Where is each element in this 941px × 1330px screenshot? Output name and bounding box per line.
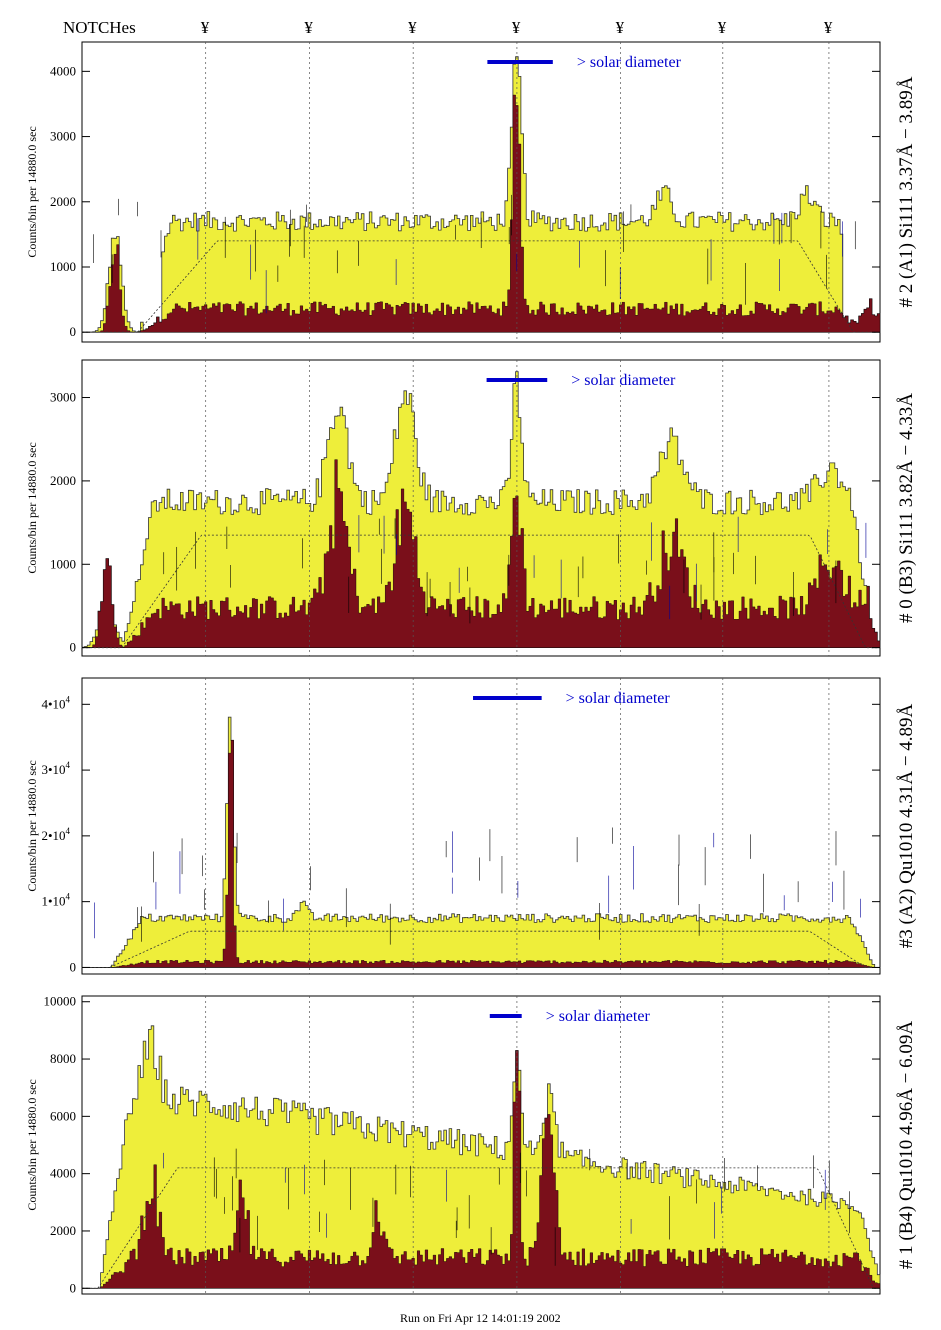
total-counts-area bbox=[81, 1025, 881, 1289]
notches-title: NOTCHes bbox=[63, 18, 136, 37]
y-tick-label: 4000 bbox=[50, 63, 76, 78]
y-tick-label: 3000 bbox=[50, 129, 76, 144]
source-counts-area bbox=[81, 459, 881, 648]
solar-diameter-label: > solar diameter bbox=[546, 1008, 651, 1025]
panel-0: 0 1000 2000 3000 4000 Counts/bin per 14880.0 … bbox=[25, 41, 917, 343]
notch-mark: ¥ bbox=[512, 18, 521, 37]
notch-markers: ¥ ¥ ¥ ¥ ¥ ¥ ¥ bbox=[201, 18, 833, 37]
y-tick-label: 6000 bbox=[50, 1108, 76, 1123]
effective-area-curve bbox=[82, 1167, 878, 1289]
panel-label: # 0 (B3) Si111 3.82Å − 4.33Å bbox=[896, 393, 917, 623]
notch-mark: ¥ bbox=[824, 18, 833, 37]
y-tick-label: 3000 bbox=[50, 390, 76, 405]
y-axis-label: Counts/bin per 14880.0 sec bbox=[25, 126, 39, 257]
notch-mark: ¥ bbox=[408, 18, 417, 37]
panels: 0 1000 2000 3000 4000 Counts/bin per 14880.0 … bbox=[25, 41, 917, 1296]
y-axis-label: Counts/bin per 14880.0 sec bbox=[25, 760, 39, 891]
y-tick-label: 0 bbox=[70, 1280, 77, 1295]
notch-mark: ¥ bbox=[718, 18, 727, 37]
effective-area-curve bbox=[82, 930, 878, 968]
y-tick-label: 4000 bbox=[50, 1166, 76, 1181]
y-tick-label: 0 bbox=[70, 324, 77, 339]
total-counts-area bbox=[81, 56, 881, 333]
panel-label: #3 (A2) Qu1010 4.31Å − 4.89Å bbox=[896, 703, 917, 948]
solar-diameter-label: > solar diameter bbox=[571, 372, 676, 389]
y-axis-label: Counts/bin per 14880.0 sec bbox=[25, 1079, 39, 1210]
notch-mark: ¥ bbox=[201, 18, 210, 37]
total-counts-area bbox=[81, 716, 881, 968]
notch-mark: ¥ bbox=[304, 18, 313, 37]
y-tick-label: 0 bbox=[70, 640, 77, 655]
effective-area-curve bbox=[82, 534, 878, 649]
solar-diameter-label: > solar diameter bbox=[577, 54, 682, 71]
panel-1: 0 1000 2000 3000 Counts/bin per 14880.0 sec #… bbox=[25, 359, 917, 657]
y-tick-label: 1•104 bbox=[41, 892, 70, 909]
y-tick-label: 1000 bbox=[50, 556, 76, 571]
y-tick-label: 4•104 bbox=[41, 694, 70, 711]
y-tick-label: 2000 bbox=[50, 194, 76, 209]
y-tick-label: 8000 bbox=[50, 1051, 76, 1066]
solar-diameter-label: > solar diameter bbox=[566, 690, 671, 707]
panel-label: # 1 (B4) Qu1010 4.96Å − 6.09Å bbox=[896, 1021, 917, 1269]
y-tick-label: 1000 bbox=[50, 259, 76, 274]
notch-mark: ¥ bbox=[616, 18, 625, 37]
panel-2: 0 1•104 2•104 3•104 4•104 Counts/bin per 1488… bbox=[25, 677, 917, 975]
y-tick-label: 2000 bbox=[50, 1223, 76, 1238]
y-tick-label: 3•104 bbox=[41, 760, 70, 777]
y-tick-label: 2•104 bbox=[41, 826, 70, 843]
run-footer: Run on Fri Apr 12 14:01:19 2002 bbox=[400, 1311, 561, 1325]
y-tick-label: 2000 bbox=[50, 473, 76, 488]
y-axis-label: Counts/bin per 14880.0 sec bbox=[25, 442, 39, 573]
panel-label: # 2 (A1) Si111 3.37Å − 3.89Å bbox=[896, 76, 917, 307]
y-tick-label: 0 bbox=[70, 959, 77, 974]
panel-3: 0 2000 4000 6000 8000 10000 Counts/bin per 148… bbox=[25, 994, 917, 1296]
y-tick-label: 10000 bbox=[44, 994, 77, 1009]
source-counts-area bbox=[81, 94, 881, 333]
source-counts-area bbox=[81, 1050, 881, 1289]
source-counts-area bbox=[81, 740, 881, 968]
effective-area-curve bbox=[82, 240, 878, 333]
